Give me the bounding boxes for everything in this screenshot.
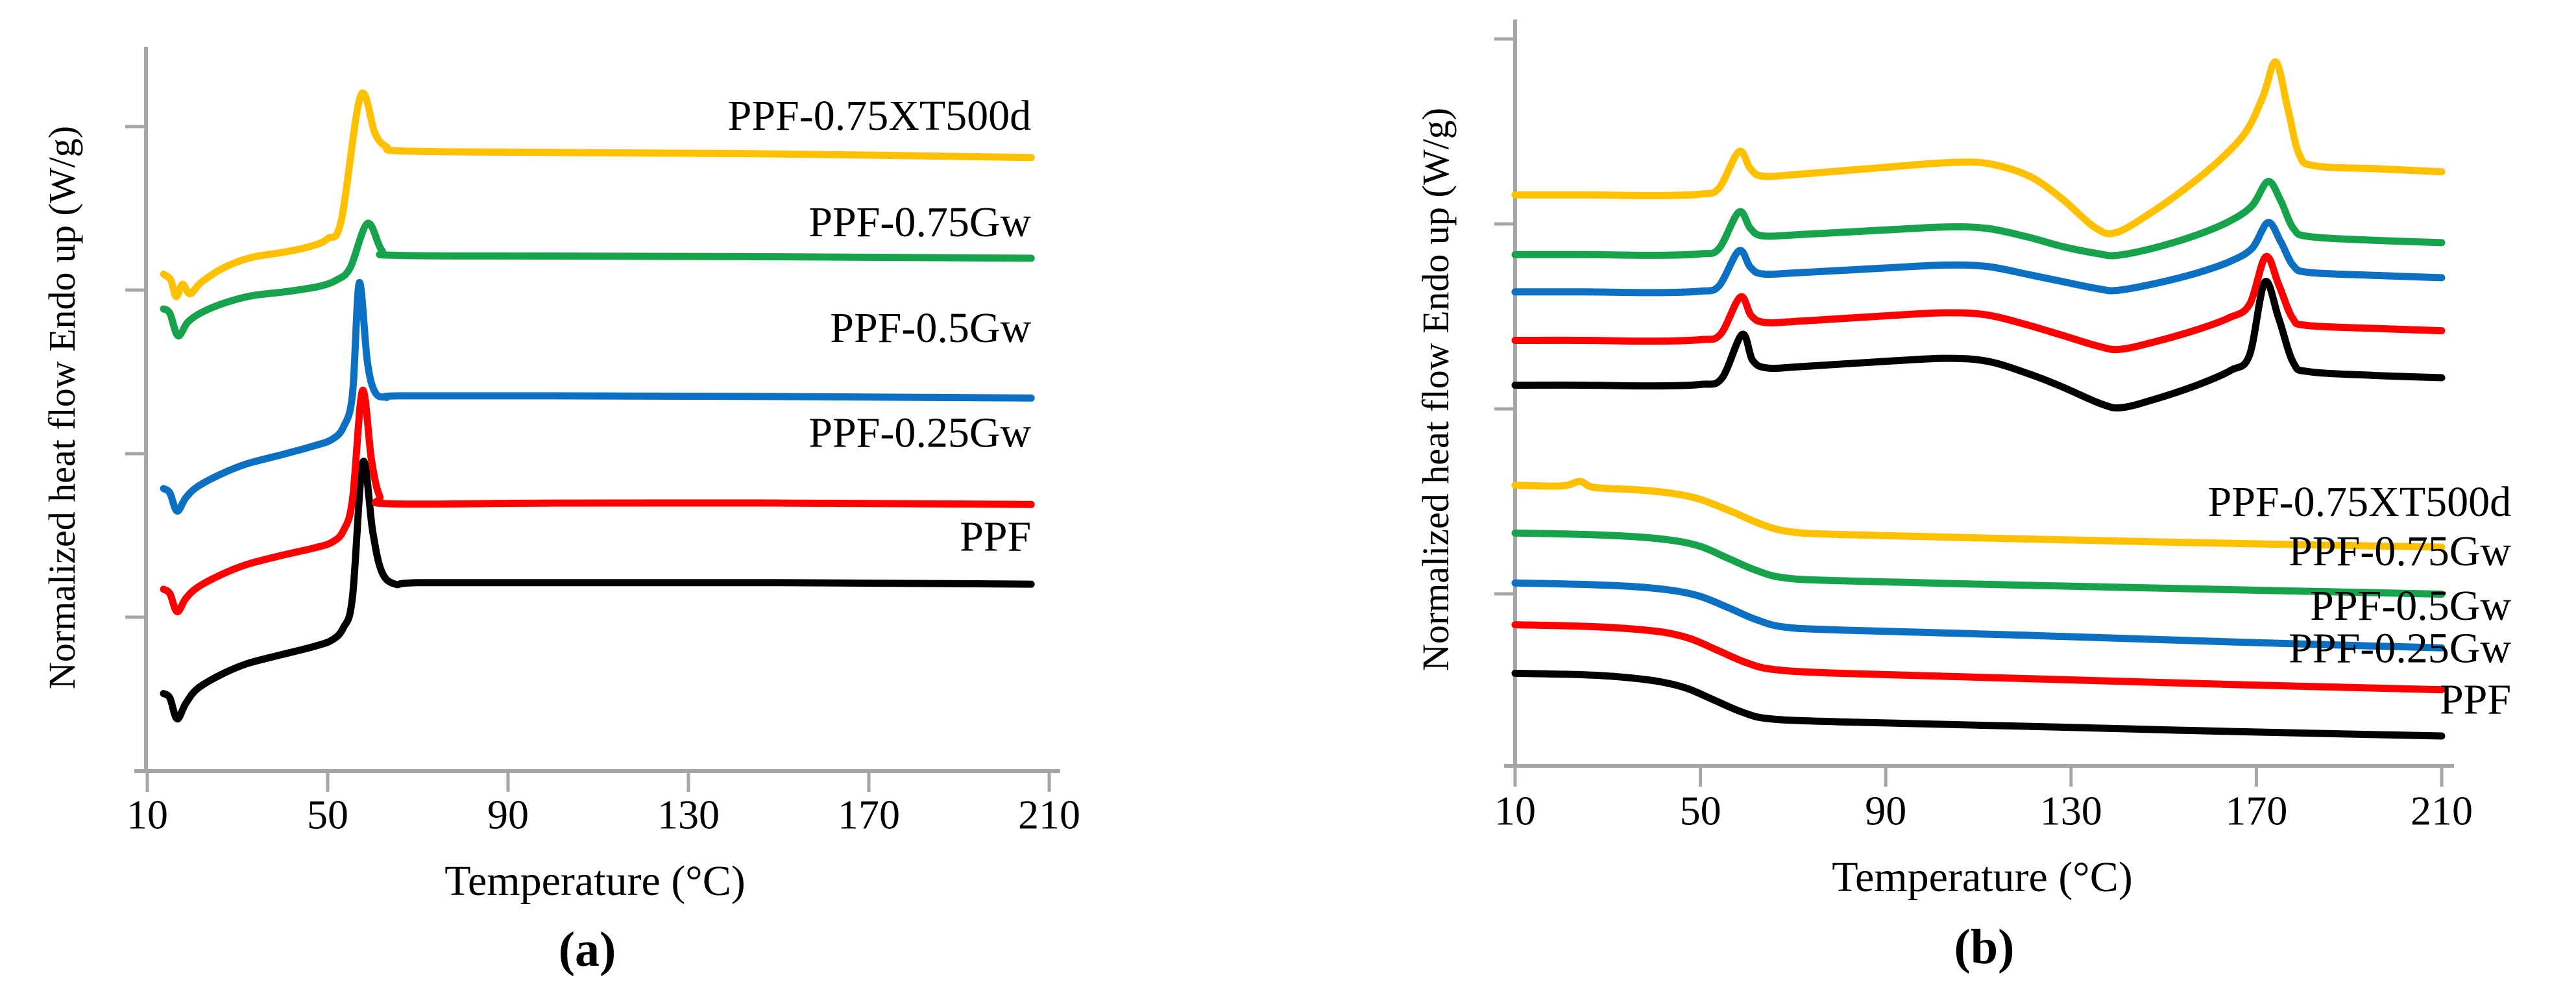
series-label-a-PPF-0.75Gw: PPF-0.75Gw [808,199,1031,246]
curve-a-PPF [160,458,1035,723]
x-tick-label: 90 [1865,788,1906,834]
series-label-a-PPF-0.25Gw: PPF-0.25Gw [808,410,1031,457]
x-tick-label: 50 [1680,788,1721,834]
curve-b-PPF-0.5Gw-upper [1511,219,2446,297]
x-tick-label: 130 [2040,788,2102,834]
x-axis-title-panel-a: Temperature (°C) [444,857,746,905]
curve-a-PPF-0.75XT500d [160,90,1035,300]
x-tick-label: 210 [1018,792,1080,838]
x-tick-label: 170 [838,792,900,838]
x-tick-label: 130 [657,792,720,838]
curve-b-PPF-upper [1511,277,2446,411]
panel-caption-a: (a) [558,922,616,977]
series-label-b-PPF-0.25Gw: PPF-0.25Gw [2289,624,2511,672]
series-label-a-PPF-0.5Gw: PPF-0.5Gw [830,304,1031,352]
y-axis-title-panel-a: Normalized heat flow Endo up (W/g) [41,125,83,690]
curve-a-PPF-0.5Gw [160,279,1035,515]
curve-a-PPF-0.25Gw [160,387,1035,615]
curve-b-PPF-0.75XT500d-upper [1511,58,2446,238]
panel-caption-b: (b) [1954,920,2015,974]
x-axis-title-panel-b: Temperature (°C) [1832,853,2133,901]
series-label-b-PPF-0.5Gw: PPF-0.5Gw [2310,582,2511,630]
curve-b-PPF-0.75Gw-lower [1511,529,2446,598]
x-tick-label: 50 [307,792,348,838]
y-axis-title-panel-b: Normalized heat flow Endo up (W/g) [1415,107,1457,672]
x-tick-label: 10 [127,792,168,838]
series-label-b-PPF-0.75XT500d: PPF-0.75XT500d [2208,478,2512,526]
curve-b-PPF-0.75XT500d-lower [1511,478,2446,551]
series-label-b-PPF-0.75Gw: PPF-0.75Gw [2289,528,2511,575]
x-tick-label: 210 [2411,788,2473,834]
curve-b-PPF-0.25Gw-lower [1511,621,2446,694]
curve-b-PPF-0.5Gw-lower [1511,579,2446,652]
series-label-b-PPF: PPF [2440,676,2511,724]
series-label-a-PPF: PPF [960,513,1031,560]
x-tick-label: 10 [1494,788,1536,834]
x-tick-label: 90 [487,792,529,838]
curve-a-PPF-0.75Gw [160,219,1035,339]
series-label-a-PPF-0.75XT500d: PPF-0.75XT500d [728,92,1032,140]
curve-b-PPF-0.75Gw-upper [1511,178,2446,260]
curve-b-PPF-lower [1511,669,2446,740]
curve-b-PPF-0.25Gw-upper [1511,252,2446,354]
x-tick-label: 170 [2225,788,2287,834]
